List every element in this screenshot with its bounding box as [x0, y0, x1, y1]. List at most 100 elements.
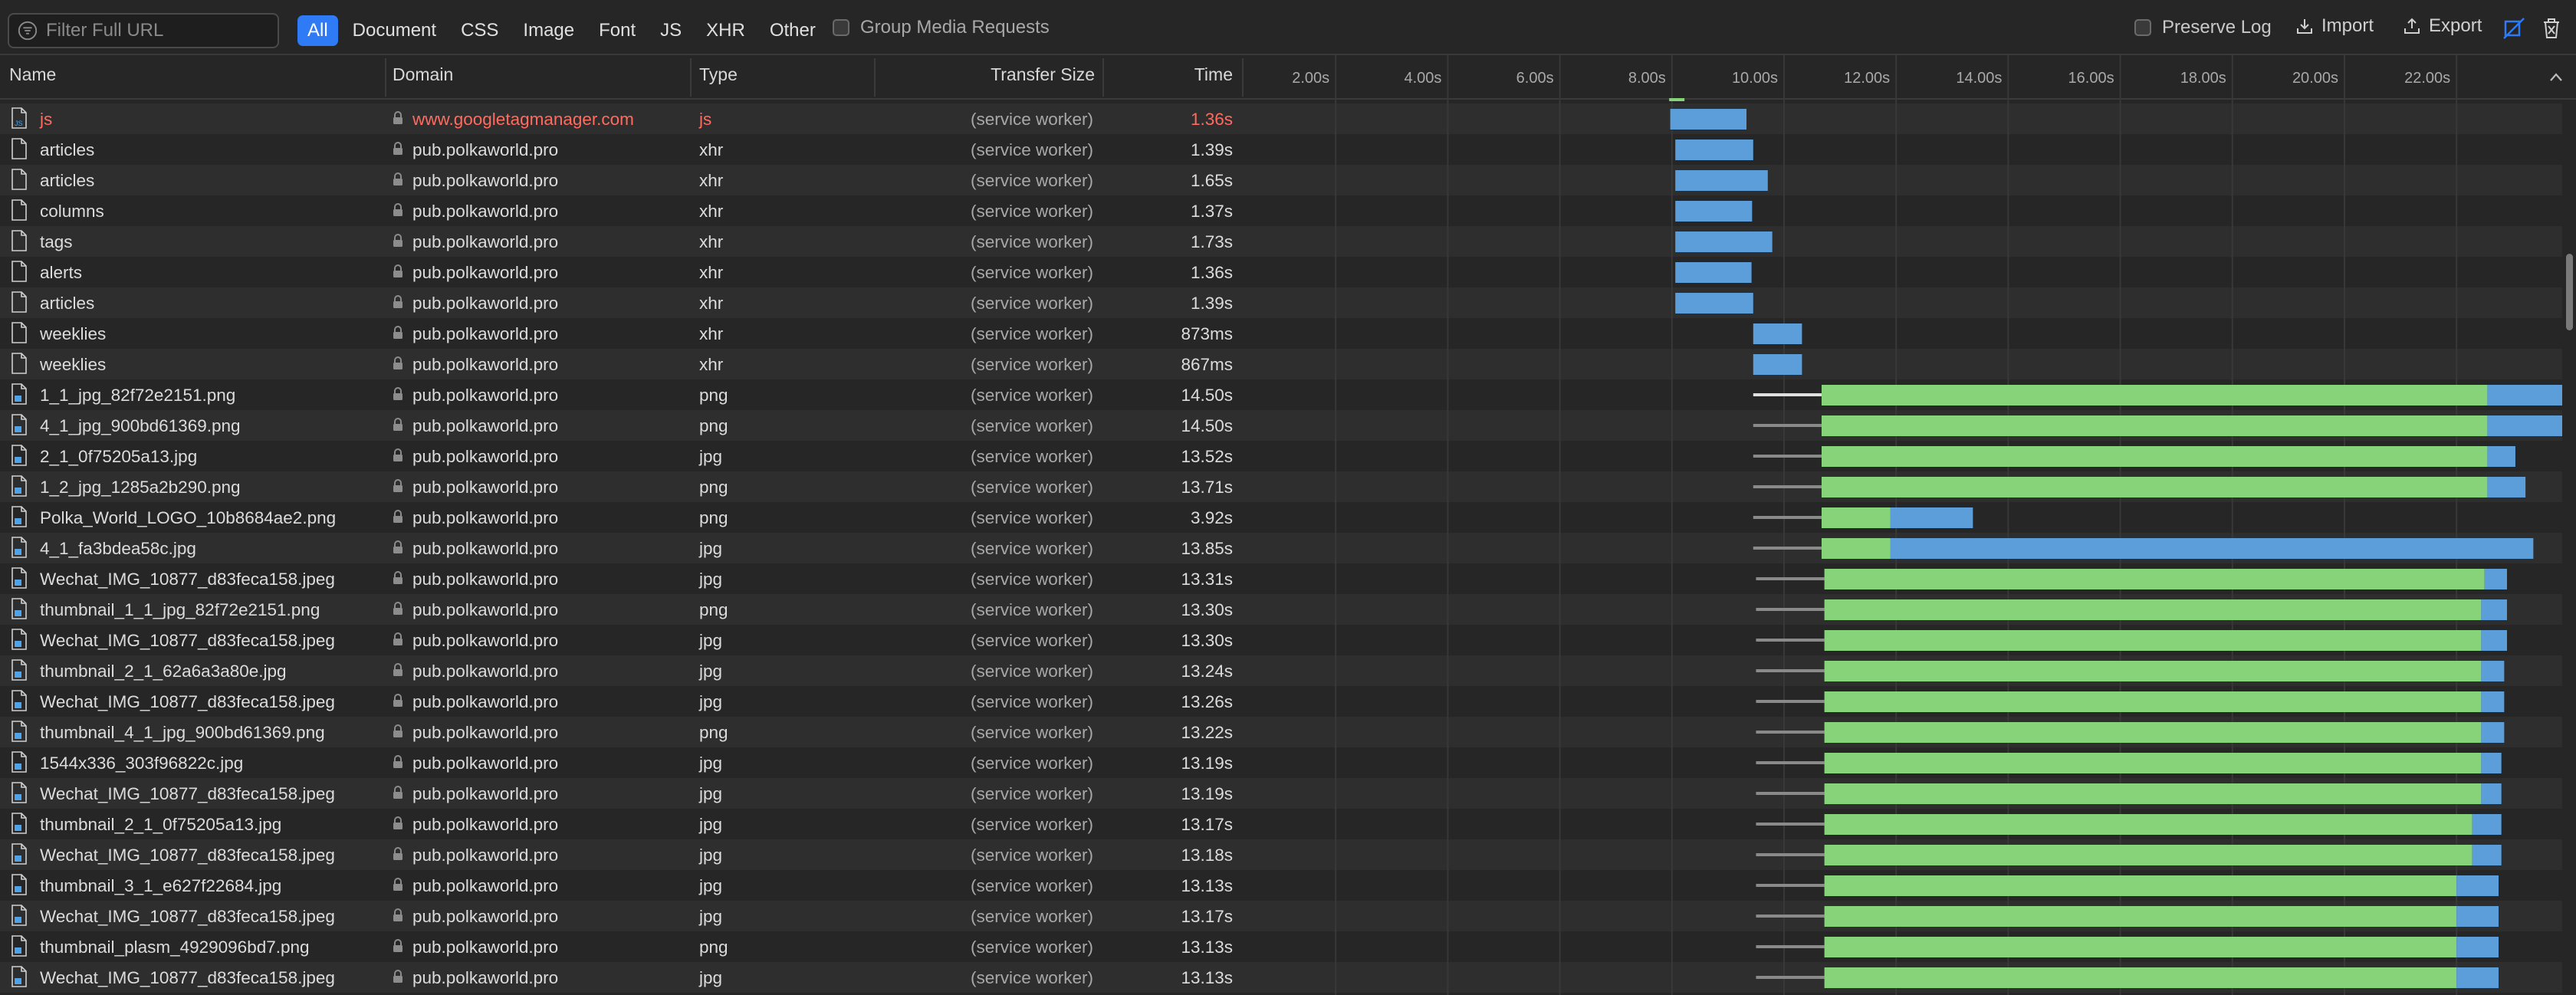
type-filter-all[interactable]: All — [297, 15, 338, 46]
waterfall-response-segment[interactable] — [1675, 262, 1752, 283]
waterfall-wait-segment[interactable] — [1756, 884, 1825, 887]
waterfall-wait-segment[interactable] — [1756, 915, 1825, 918]
type-filter-image[interactable]: Image — [523, 20, 575, 41]
table-row[interactable]: Polka_World_LOGO_10b8684ae2.png pub.polka… — [0, 502, 2562, 533]
waterfall-download-segment[interactable] — [1821, 385, 2488, 406]
waterfall-response-segment[interactable] — [1675, 293, 1753, 314]
waterfall-response-segment[interactable] — [1675, 170, 1768, 191]
waterfall-wait-segment[interactable] — [1756, 577, 1825, 580]
waterfall-wait-segment[interactable] — [1756, 976, 1825, 979]
waterfall-download-segment[interactable] — [1824, 630, 2482, 651]
column-header-transfer-size[interactable]: Transfer Size — [991, 64, 1095, 84]
waterfall-wait-segment[interactable] — [1753, 516, 1822, 519]
waterfall-download-segment[interactable] — [1824, 691, 2482, 712]
type-filter-xhr[interactable]: XHR — [706, 20, 745, 41]
clear-log-icon[interactable] — [2541, 17, 2562, 40]
waterfall-wait-segment[interactable] — [1756, 669, 1825, 672]
waterfall-response-segment[interactable] — [1675, 201, 1753, 222]
waterfall-wait-segment[interactable] — [1753, 424, 1822, 427]
waterfall-download-segment[interactable] — [1821, 507, 1891, 528]
waterfall-response-segment[interactable] — [1753, 323, 1802, 344]
waterfall-response-segment[interactable] — [2487, 446, 2515, 467]
waterfall-response-segment[interactable] — [2456, 906, 2499, 927]
waterfall-download-segment[interactable] — [1824, 875, 2457, 896]
waterfall-response-segment[interactable] — [2484, 569, 2507, 589]
waterfall-download-segment[interactable] — [1824, 845, 2472, 865]
waterfall-wait-segment[interactable] — [1753, 485, 1822, 488]
group-media-checkbox[interactable] — [833, 19, 849, 36]
column-divider[interactable] — [690, 58, 692, 97]
column-header-time[interactable]: Time — [1194, 64, 1233, 84]
table-row[interactable]: articles pub.polkaworld.pro xhr (service wo… — [0, 134, 2562, 165]
waterfall-response-segment[interactable] — [2456, 967, 2499, 988]
group-media-toggle[interactable]: Group Media Requests — [833, 17, 1050, 38]
waterfall-response-segment[interactable] — [2481, 722, 2505, 743]
column-header-domain[interactable]: Domain — [393, 64, 454, 84]
waterfall-download-segment[interactable] — [1824, 906, 2457, 927]
preserve-log-checkbox[interactable] — [2134, 19, 2151, 36]
table-row[interactable]: JS js www.googletagmanager.com js (service w… — [0, 103, 2562, 134]
waterfall-response-segment[interactable] — [2487, 415, 2562, 436]
waterfall-response-segment[interactable] — [2472, 845, 2502, 865]
waterfall-download-segment[interactable] — [1824, 569, 2485, 589]
waterfall-response-segment[interactable] — [2487, 477, 2526, 497]
waterfall-download-segment[interactable] — [1824, 967, 2457, 988]
waterfall-wait-segment[interactable] — [1753, 547, 1822, 550]
waterfall-download-segment[interactable] — [1821, 415, 2488, 436]
waterfall-wait-segment[interactable] — [1756, 823, 1825, 826]
waterfall-response-segment[interactable] — [2472, 814, 2502, 835]
table-row[interactable]: weeklies pub.polkaworld.pro xhr (service wo… — [0, 318, 2562, 349]
waterfall-wait-segment[interactable] — [1753, 393, 1822, 396]
waterfall-response-segment[interactable] — [2456, 937, 2499, 957]
type-filter-document[interactable]: Document — [352, 20, 437, 41]
waterfall-download-segment[interactable] — [1824, 937, 2457, 957]
table-row[interactable]: articles pub.polkaworld.pro xhr (service wo… — [0, 165, 2562, 195]
table-row[interactable]: tags pub.polkaworld.pro xhr (service worker… — [0, 226, 2562, 257]
filter-input[interactable] — [44, 19, 278, 42]
table-row[interactable]: alerts pub.polkaworld.pro xhr (service work… — [0, 257, 2562, 287]
waterfall-response-segment[interactable] — [1890, 538, 2534, 559]
column-divider[interactable] — [874, 58, 876, 97]
scrollbar-thumb[interactable] — [2566, 254, 2573, 330]
waterfall-wait-segment[interactable] — [1756, 608, 1825, 611]
preserve-log-toggle[interactable]: Preserve Log — [2134, 17, 2272, 38]
table-row[interactable]: 1_2_jpg_1285a2b290.png pub.polkaworld.pro… — [0, 471, 2562, 502]
disable-cache-icon[interactable] — [2502, 17, 2525, 40]
waterfall-wait-segment[interactable] — [1756, 853, 1825, 856]
waterfall-wait-segment[interactable] — [1756, 700, 1825, 703]
waterfall-response-segment[interactable] — [2481, 753, 2502, 773]
waterfall-response-segment[interactable] — [1753, 354, 1802, 375]
column-divider[interactable] — [385, 58, 386, 97]
table-row[interactable]: weeklies pub.polkaworld.pro xhr (service wo… — [0, 349, 2562, 379]
waterfall-response-segment[interactable] — [2481, 661, 2505, 681]
type-filter-js[interactable]: JS — [660, 20, 682, 41]
waterfall-wait-segment[interactable] — [1756, 792, 1825, 795]
waterfall-response-segment[interactable] — [2487, 385, 2562, 406]
import-button[interactable]: Import — [2295, 15, 2374, 37]
vertical-scrollbar[interactable] — [2562, 100, 2576, 995]
waterfall-download-segment[interactable] — [1824, 753, 2482, 773]
waterfall-response-segment[interactable] — [1890, 507, 1973, 528]
waterfall-wait-segment[interactable] — [1756, 945, 1825, 948]
waterfall-download-segment[interactable] — [1824, 599, 2482, 620]
waterfall-response-segment[interactable] — [2456, 875, 2499, 896]
column-divider[interactable] — [1102, 58, 1104, 97]
waterfall-response-segment[interactable] — [2481, 630, 2507, 651]
column-divider[interactable] — [1242, 58, 1244, 97]
collapse-timeline-icon[interactable] — [2548, 71, 2564, 83]
waterfall-response-segment[interactable] — [2481, 599, 2507, 620]
waterfall-wait-segment[interactable] — [1756, 761, 1825, 764]
type-filter-font[interactable]: Font — [599, 20, 636, 41]
type-filter-css[interactable]: CSS — [461, 20, 499, 41]
type-filter-other[interactable]: Other — [769, 20, 816, 41]
waterfall-wait-segment[interactable] — [1756, 731, 1825, 734]
waterfall-wait-segment[interactable] — [1756, 639, 1825, 642]
table-row[interactable]: articles pub.polkaworld.pro xhr (service wo… — [0, 287, 2562, 318]
column-header-name[interactable]: Name — [9, 64, 57, 84]
waterfall-download-segment[interactable] — [1821, 477, 2488, 497]
waterfall-download-segment[interactable] — [1824, 814, 2472, 835]
waterfall-download-segment[interactable] — [1821, 538, 1891, 559]
waterfall-response-segment[interactable] — [1670, 109, 1747, 130]
waterfall-download-segment[interactable] — [1824, 783, 2482, 804]
waterfall-response-segment[interactable] — [1675, 232, 1773, 252]
